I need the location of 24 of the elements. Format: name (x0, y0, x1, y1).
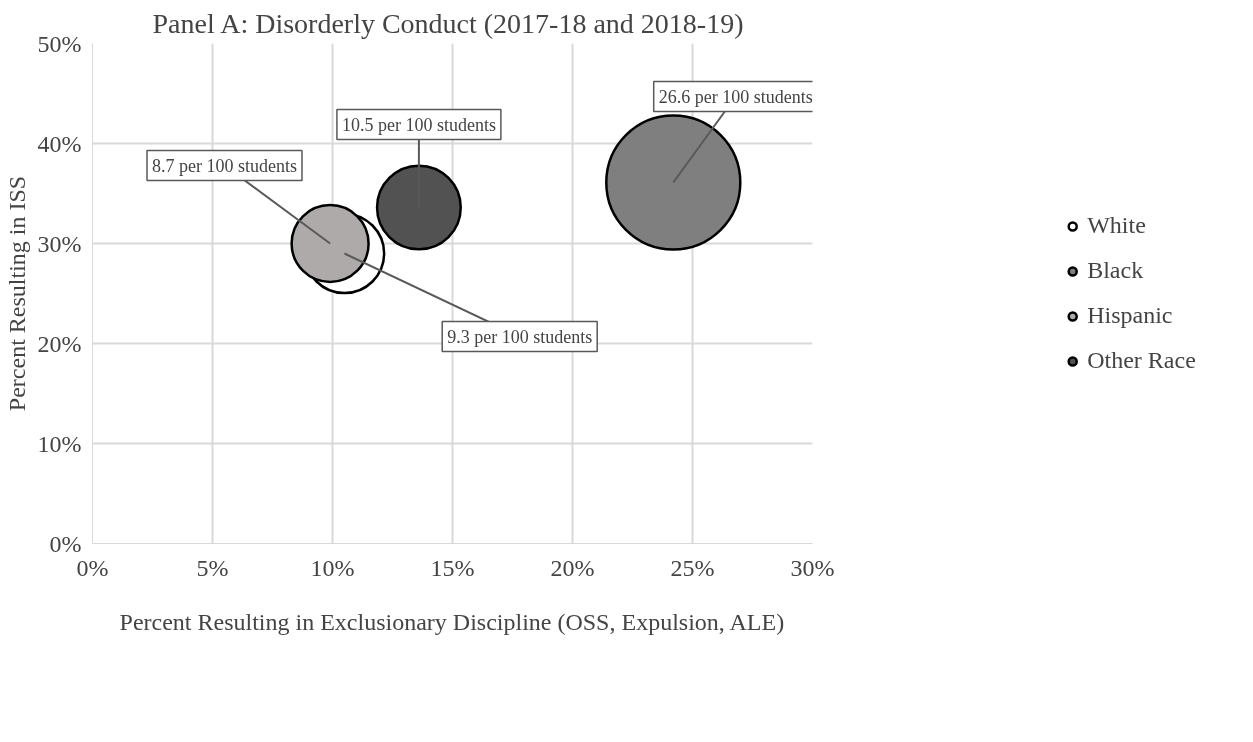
legend-label: White (1087, 212, 1146, 239)
x-tick-label: 0% (76, 554, 109, 581)
legend-label: Other Race (1087, 347, 1196, 374)
x-tick-label: 20% (550, 554, 595, 581)
legend-label: Black (1087, 257, 1144, 284)
chart-title: Panel A: Disorderly Conduct (2017-18 and 2018-19) (152, 7, 744, 39)
x-tick-label: 5% (196, 554, 229, 581)
annotation: 9.3 per 100 students (447, 326, 593, 347)
y-tick-label: 40% (37, 130, 82, 157)
annotation: 26.6 per 100 students (658, 86, 813, 107)
y-tick-label: 30% (37, 230, 82, 257)
y-axis-title: Percent Resulting in ISS (3, 175, 30, 412)
x-tick-label: 25% (670, 554, 715, 581)
y-tick-label: 10% (37, 430, 82, 457)
x-tick-label: 15% (430, 554, 475, 581)
x-axis-title: Percent Resulting in Exclusionary Discipline (OSS, Expulsion, ALE) (119, 608, 785, 635)
x-tick-label: 10% (310, 554, 355, 581)
annotation: 10.5 per 100 students (341, 114, 496, 135)
x-tick-label: 30% (790, 554, 835, 581)
y-tick-label: 50% (37, 30, 82, 57)
y-tick-label: 0% (49, 530, 82, 557)
legend-label: Hispanic (1087, 302, 1173, 329)
y-tick-label: 20% (37, 330, 82, 357)
annotation: 8.7 per 100 students (152, 155, 297, 176)
